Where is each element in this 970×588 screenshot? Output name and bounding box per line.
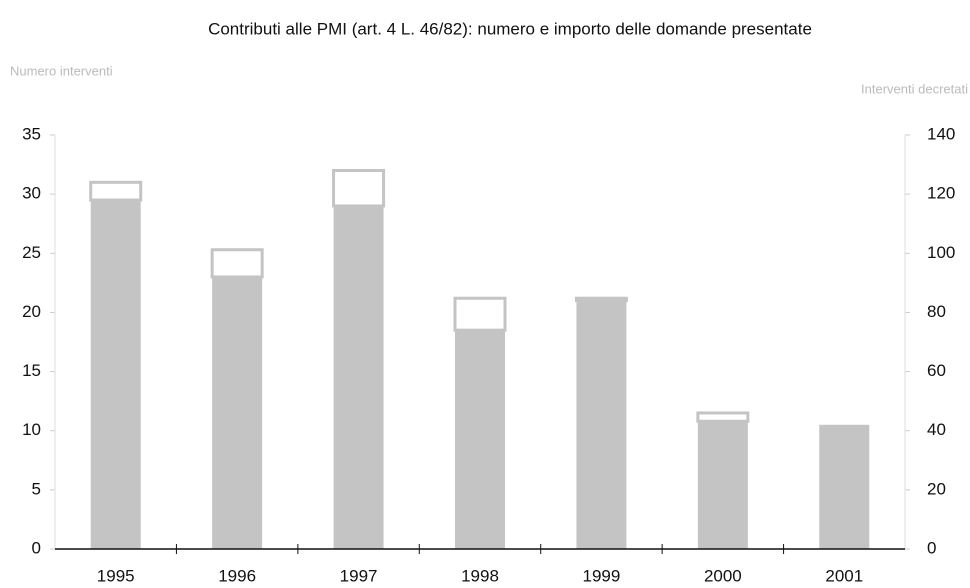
y2-tick-label: 40 (927, 420, 946, 439)
bar-segment (89, 180, 143, 202)
x-tick-label: 1995 (97, 566, 135, 585)
y-tick-label: 20 (22, 302, 41, 321)
y-tick-label: 25 (22, 243, 41, 262)
y-tick-label: 35 (22, 124, 41, 143)
bar-segment (453, 296, 507, 332)
y-tick-label: 0 (32, 538, 41, 557)
bar-segment (696, 411, 750, 423)
x-tick-label: 1996 (218, 566, 256, 585)
y-tick-label: 15 (22, 361, 41, 380)
bar-segment (574, 296, 628, 303)
chart-title: Contributi alle PMI (art. 4 L. 46/82): n… (208, 19, 812, 38)
bar-segment (697, 421, 748, 549)
y2-tick-label: 80 (927, 302, 946, 321)
x-tick-label: 2001 (825, 566, 863, 585)
y-tick-label: 10 (22, 420, 41, 439)
x-tick-label: 1999 (583, 566, 621, 585)
x-tick-label: 2000 (704, 566, 742, 585)
bar-segment (333, 205, 384, 549)
bar-segment (455, 330, 505, 549)
x-tick-label: 1998 (461, 566, 499, 585)
bar-segment (212, 276, 263, 549)
y2-tick-label: 20 (927, 479, 946, 498)
y-axis-label: Numero interventi (10, 63, 113, 78)
x-tick-label: 1997 (340, 566, 378, 585)
bar-segment (210, 248, 264, 279)
y-tick-label: 5 (32, 479, 41, 498)
y2-tick-label: 0 (927, 538, 936, 557)
y2-tick-label: 120 (927, 184, 955, 203)
bar-segment (90, 200, 141, 550)
bar-segment (819, 424, 870, 549)
y2-tick-label: 100 (927, 243, 955, 262)
bar-segment (576, 300, 627, 549)
y-tick-label: 30 (22, 184, 41, 203)
y2-tick-label: 60 (927, 361, 946, 380)
bar-segment (332, 168, 386, 208)
y2-axis-label: Interventi decretati (861, 81, 968, 96)
y2-tick-label: 140 (927, 124, 955, 143)
